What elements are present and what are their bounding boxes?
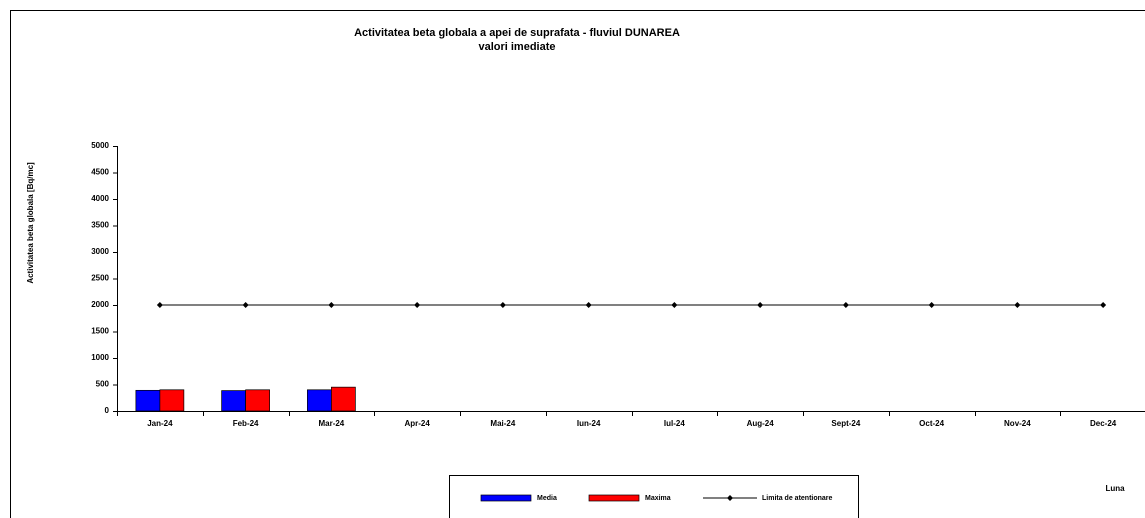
line-marker xyxy=(328,302,335,308)
bar xyxy=(221,390,246,412)
legend-marker xyxy=(727,495,733,501)
x-tick-label: Jan-24 xyxy=(147,419,173,428)
line-marker xyxy=(842,302,849,308)
y-axis-label: Activitatea beta globala [Bq/mc] xyxy=(26,162,35,284)
chart-subtitle: valori imediate xyxy=(478,41,555,53)
legend-label: Media xyxy=(537,495,557,502)
legend-swatch xyxy=(588,494,640,502)
x-tick-label: Nov-24 xyxy=(1004,419,1031,428)
x-tick-label: Aug-24 xyxy=(747,419,775,428)
legend-swatch xyxy=(480,494,532,502)
line-marker xyxy=(242,302,249,308)
x-tick-label: Mar-24 xyxy=(318,419,344,428)
y-tick-label: 5000 xyxy=(91,141,109,150)
y-tick-label: 1000 xyxy=(91,353,109,362)
x-tick-label: Mai-24 xyxy=(490,419,515,428)
x-tick-label: Iun-24 xyxy=(577,419,601,428)
y-tick-label: 1500 xyxy=(91,327,109,336)
bar xyxy=(245,389,270,412)
y-tick-label: 2500 xyxy=(91,274,109,283)
y-tick-label: 3500 xyxy=(91,221,109,230)
y-tick-label: 2000 xyxy=(91,300,109,309)
chart-title: Activitatea beta globala a apei de supra… xyxy=(354,27,680,39)
bar xyxy=(135,389,161,412)
y-tick-label: 4500 xyxy=(91,168,109,177)
bar xyxy=(307,389,332,412)
bar xyxy=(331,386,356,412)
bar xyxy=(159,389,185,412)
x-tick-label: Sept-24 xyxy=(831,419,860,428)
x-tick-label: Oct-24 xyxy=(919,419,944,428)
line-marker xyxy=(1014,302,1021,308)
line-marker xyxy=(928,302,935,308)
x-axis-label: Luna xyxy=(1105,484,1125,493)
legend-label: Limita de atentionare xyxy=(762,495,833,502)
x-tick-label: Apr-24 xyxy=(404,419,430,428)
line-marker xyxy=(414,302,421,308)
line-marker xyxy=(671,302,678,308)
y-tick-label: 3000 xyxy=(91,247,109,256)
line-marker xyxy=(156,302,163,308)
legend-label: Maxima xyxy=(645,495,671,502)
y-tick-label: 500 xyxy=(96,380,110,389)
chart-frame xyxy=(10,10,1145,518)
line-marker xyxy=(757,302,764,308)
x-tick-label: Dec-24 xyxy=(1090,419,1117,428)
line-marker xyxy=(499,302,506,308)
line-marker xyxy=(1100,302,1107,308)
x-tick-label: Iul-24 xyxy=(664,419,685,428)
y-tick-label: 4000 xyxy=(91,194,109,203)
y-tick-label: 0 xyxy=(105,406,110,415)
line-marker xyxy=(585,302,592,308)
x-tick-label: Feb-24 xyxy=(233,419,259,428)
